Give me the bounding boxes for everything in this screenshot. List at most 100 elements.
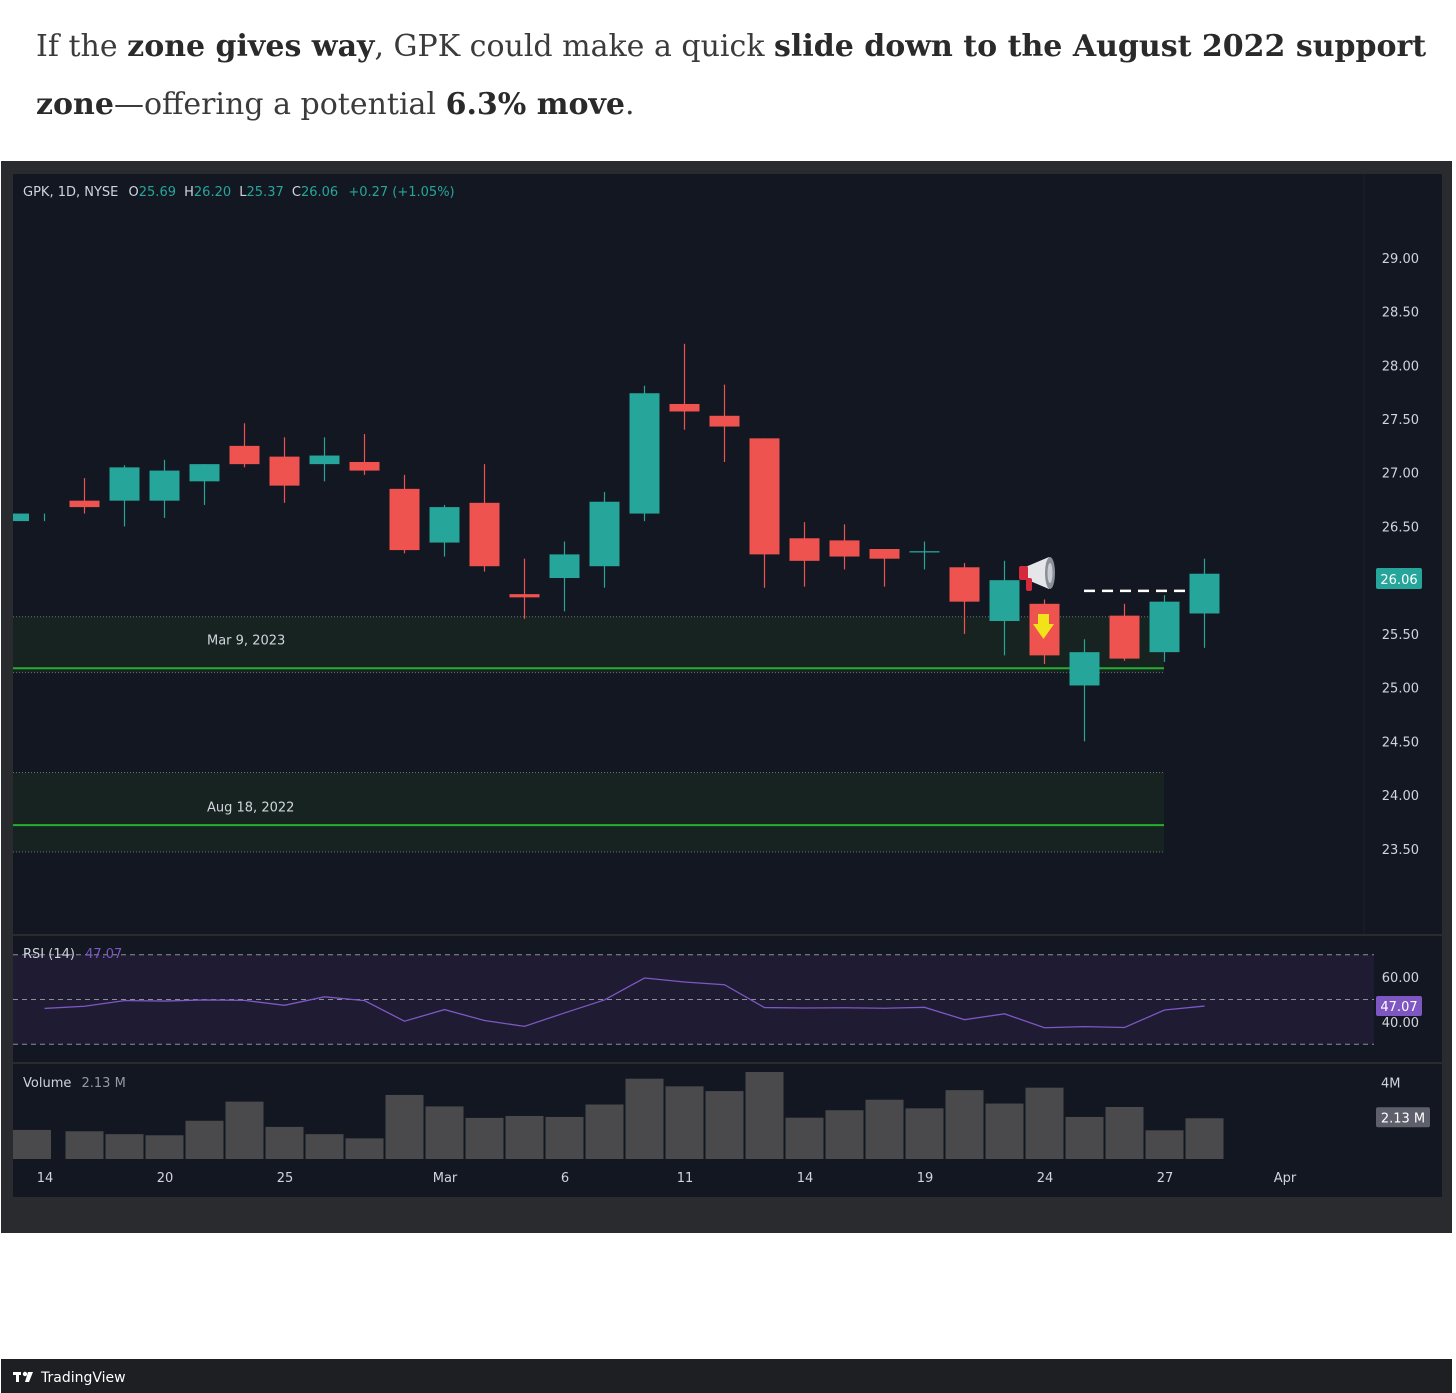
intro-bold: zone gives way [127, 29, 375, 64]
price-tick-label: 28.50 [1382, 306, 1419, 321]
low-label: L [239, 185, 247, 200]
candle-body [709, 415, 740, 427]
candle-body [229, 445, 260, 465]
support-zone [13, 616, 1164, 673]
tradingview-label: TradingView [40, 1370, 126, 1386]
last-price-tag [1376, 568, 1422, 589]
volume-title: Volume [23, 1076, 71, 1091]
candle-body [389, 488, 420, 551]
candle-body [189, 464, 220, 482]
volume-bar [145, 1135, 184, 1159]
time-axis: 14 20 25 Mar 6 11 14 19 24 27 Apr [37, 1171, 1297, 1186]
time-axis-pane [13, 1161, 1442, 1197]
support-zone [13, 772, 1164, 852]
candle-body [669, 403, 700, 412]
price-tick-label: 24.50 [1382, 735, 1419, 750]
candle-body [949, 567, 980, 602]
rsi-tick-label: 60.00 [1382, 971, 1419, 986]
volume-bar [105, 1134, 144, 1159]
last-price-label: 26.06 [1380, 573, 1417, 588]
chart-frame: Mar 9, 2023 Aug 18, 2022 29.00 28.50 28.00 2… [1, 161, 1452, 1393]
volume-bar [865, 1099, 904, 1159]
volume-bar [1185, 1118, 1224, 1159]
volume-bar [665, 1086, 704, 1159]
intro-text: —offering a potential [113, 87, 446, 122]
time-tick-label: 6 [561, 1171, 569, 1186]
volume-bar [305, 1134, 344, 1159]
tradingview-icon [13, 1371, 33, 1382]
zone-label: Aug 18, 2022 [207, 801, 294, 816]
candle-body [1189, 573, 1220, 614]
rsi-line [44, 977, 1205, 1029]
tradingview-logo[interactable]: TradingView [1, 1359, 261, 1393]
intro-paragraph: If the zone gives way, GPK could make a … [36, 18, 1436, 134]
time-tick-label: 25 [277, 1171, 294, 1186]
volume-bar [905, 1108, 944, 1159]
time-tick-label: Mar [433, 1171, 458, 1186]
price-tick-label: 26.50 [1382, 520, 1419, 535]
support-zones: Mar 9, 2023 Aug 18, 2022 [13, 589, 1201, 853]
candle-body [509, 594, 540, 598]
candle-body [1109, 615, 1140, 659]
volume-bar [345, 1138, 384, 1159]
volume-bar [785, 1117, 824, 1159]
intro-bold: 6.3% move [445, 87, 625, 122]
open-label: O [129, 185, 139, 200]
candle-body [789, 538, 820, 561]
candle-body [349, 461, 380, 471]
volume-bar [13, 1129, 51, 1159]
candle-body [469, 502, 500, 567]
volume-value-tag [1376, 1107, 1430, 1128]
intro-text: . [625, 87, 635, 122]
time-tick-label: 14 [797, 1171, 814, 1186]
price-tick-label: 27.00 [1382, 467, 1419, 482]
candle-body [13, 513, 29, 522]
volume-bar [185, 1120, 224, 1159]
volume-legend: Volume 2.13 M [23, 1076, 126, 1091]
volume-bar [585, 1104, 624, 1159]
volume-bar [625, 1078, 664, 1159]
candle-body [1069, 652, 1100, 686]
candle-body [109, 467, 140, 501]
price-tick-label: 27.50 [1382, 413, 1419, 428]
volume-bar [545, 1116, 584, 1159]
time-tick-label: Apr [1274, 1171, 1297, 1186]
time-tick-label: 19 [917, 1171, 934, 1186]
candle-body [589, 501, 620, 567]
low-value: 25.37 [247, 185, 284, 200]
rsi-value-tag-label: 47.07 [1380, 1000, 1417, 1015]
candle-body [909, 551, 940, 553]
price-tick-label: 23.50 [1382, 843, 1419, 858]
volume-value: 2.13 M [82, 1076, 126, 1091]
high-label: H [184, 185, 194, 200]
volume-tick-label: 4M [1381, 1077, 1401, 1092]
volume-bar [825, 1110, 864, 1159]
volume-bar [705, 1091, 744, 1159]
time-tick-label: 14 [37, 1171, 54, 1186]
volume-bar [745, 1072, 784, 1159]
close-label: C [292, 185, 301, 200]
candle-body [549, 554, 580, 579]
rsi-value: 47.07 [85, 947, 122, 962]
candle-body [269, 456, 300, 486]
zone-label: Mar 9, 2023 [207, 634, 285, 649]
change-value: +0.27 (+1.05%) [348, 185, 454, 200]
candle-body [869, 549, 900, 559]
symbol-label: GPK, 1D, NYSE [23, 185, 118, 200]
rsi-title: RSI (14) [23, 947, 75, 962]
candle-body [749, 438, 780, 555]
chart-svg: Mar 9, 2023 Aug 18, 2022 29.00 28.50 28.00 2… [13, 174, 1442, 1197]
volume-bar [465, 1117, 504, 1159]
volume-bar [265, 1126, 304, 1159]
intro-text: If the [36, 29, 128, 64]
candle-body [309, 455, 340, 465]
attribution-bar: TradingView [1, 1359, 1452, 1393]
candle-body [989, 580, 1020, 621]
price-tick-label: 24.00 [1382, 789, 1419, 804]
rsi-value-tag [1376, 996, 1422, 1017]
volume-bar [65, 1131, 104, 1159]
volume-value-tag-label: 2.13 M [1381, 1111, 1425, 1126]
candle-body [429, 507, 460, 543]
down-arrow-icon [1033, 614, 1054, 639]
